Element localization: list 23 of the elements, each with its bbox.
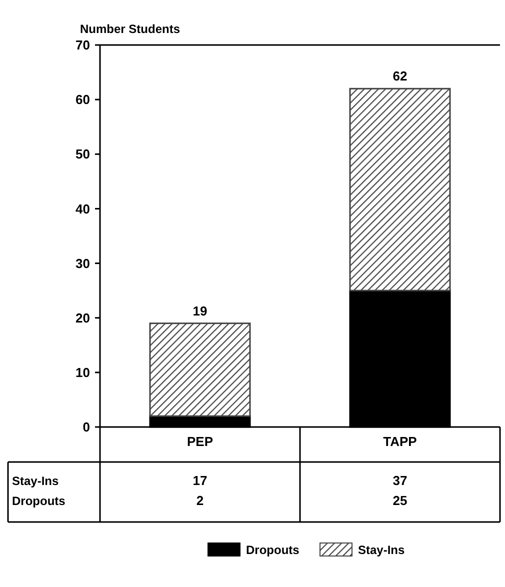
x-tick-label: TAPP <box>383 434 418 449</box>
y-tick-label: 10 <box>76 364 90 380</box>
y-tick-label: 70 <box>76 38 90 53</box>
y-tick-label: 0 <box>82 420 90 435</box>
legend-label: Stay-Ins <box>358 543 406 557</box>
y-tick-label: 60 <box>76 92 90 108</box>
data-label: 2 <box>196 493 204 508</box>
data-label: 17 <box>192 473 208 488</box>
y-axis-title: Number Students <box>80 22 180 36</box>
legend-label: Dropouts <box>246 543 300 557</box>
text: Dropouts <box>12 494 66 508</box>
y-tick-label: 40 <box>76 201 90 216</box>
text: Stay-Ins <box>12 474 59 488</box>
y-tick-label: 30 <box>76 256 90 271</box>
bar <box>149 322 251 417</box>
y-tick-label: 20 <box>76 310 90 326</box>
x-tick-label: PEP <box>186 434 214 449</box>
total-label: 19 <box>192 303 208 318</box>
data-label: 37 <box>392 473 408 488</box>
data-label: 25 <box>392 493 408 508</box>
total-label: 62 <box>392 68 408 84</box>
y-tick-label: 50 <box>76 146 90 162</box>
bar <box>349 88 451 292</box>
